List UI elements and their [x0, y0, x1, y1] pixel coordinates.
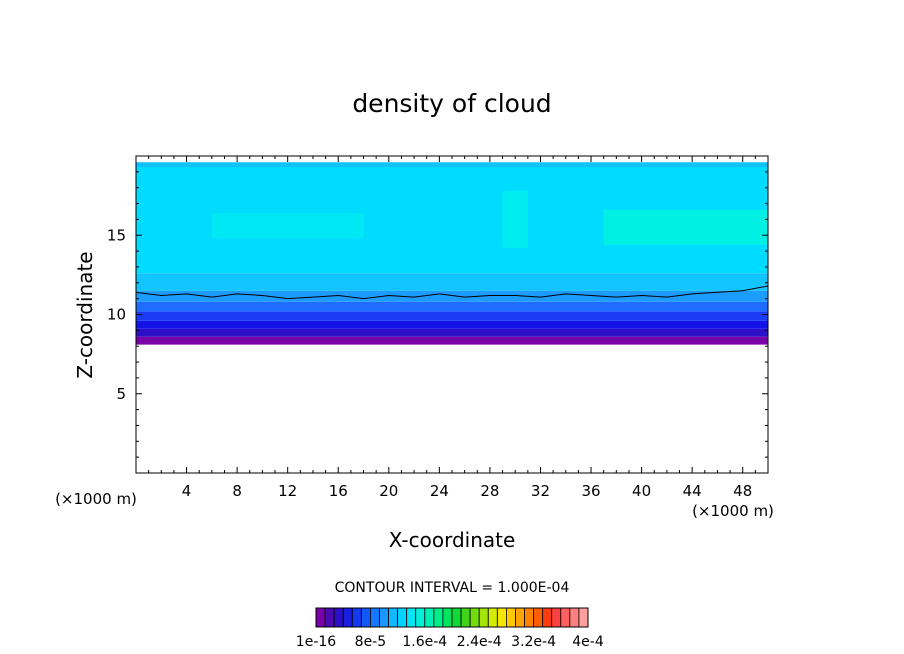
- x-unit-label-left: (×1000 m): [55, 490, 137, 508]
- colorbar-swatch: [333, 607, 344, 628]
- colorbar-frame: [315, 607, 589, 628]
- density-band-6: [136, 273, 768, 291]
- colorbar-swatch: [406, 607, 417, 628]
- x-tick-label: 40: [632, 482, 651, 500]
- y-tick-label: 15: [107, 226, 126, 244]
- x-tick-label: 8: [232, 482, 242, 500]
- colorbar-swatch: [524, 607, 534, 628]
- colorbar-tick-label: 1e-16: [296, 634, 336, 650]
- density-band-3: [136, 311, 768, 321]
- colorbar-swatch: [578, 607, 589, 628]
- x-tick-label: 44: [683, 482, 702, 500]
- density-field: [136, 162, 768, 345]
- x-tick-label: 20: [379, 482, 398, 500]
- colorbar-swatch: [369, 607, 380, 628]
- plot-area: [135, 155, 769, 474]
- colorbar-swatch: [560, 607, 571, 628]
- density-band-1: [136, 328, 768, 337]
- colorbar-swatch: [533, 607, 544, 628]
- density-band-4: [136, 301, 768, 312]
- x-tick-label: 32: [531, 482, 550, 500]
- chart-title: density of cloud: [352, 89, 551, 118]
- colorbar-swatch: [469, 607, 480, 628]
- x-tick-label: 4: [182, 482, 192, 500]
- x-tick-label: 36: [581, 482, 600, 500]
- colorbar-swatch: [496, 607, 507, 628]
- density-patch-1: [603, 209, 768, 245]
- x-tick-label: 16: [329, 482, 348, 500]
- x-unit-label-right: (×1000 m): [692, 502, 774, 520]
- x-axis-title: X-coordinate: [389, 528, 516, 552]
- colorbar-swatch: [505, 607, 516, 628]
- colorbar-swatch: [487, 607, 498, 628]
- x-tick-label: 48: [733, 482, 752, 500]
- colorbar-swatch: [342, 607, 353, 628]
- colorbar-swatch: [542, 607, 553, 628]
- y-tick-label: 10: [107, 306, 126, 324]
- density-patch-2: [211, 213, 364, 239]
- density-band-2: [136, 320, 768, 329]
- colorbar-swatch: [442, 607, 453, 628]
- contour-interval-label: CONTOUR INTERVAL = 1.000E-04: [335, 580, 570, 596]
- colorbar-swatch: [460, 607, 471, 628]
- y-axis-title: Z-coordinate: [73, 251, 97, 378]
- colorbar-swatch: [415, 607, 426, 628]
- colorbar-tick-label: 4e-4: [572, 634, 604, 650]
- colorbar-tick-label: 1.6e-4: [402, 634, 447, 650]
- colorbar-swatch: [515, 607, 525, 628]
- colorbar-swatch: [397, 607, 408, 628]
- colorbar-swatch: [315, 607, 326, 628]
- colorbar-swatch: [569, 607, 580, 628]
- density-patch-3: [136, 162, 768, 168]
- colorbar-swatch: [360, 607, 371, 628]
- contour-line: [136, 285, 768, 300]
- x-tick-label: 28: [480, 482, 499, 500]
- x-tick-label: 12: [278, 482, 297, 500]
- colorbar-tick-label: 3.2e-4: [511, 634, 556, 650]
- colorbar-swatch: [379, 607, 389, 628]
- density-patch-0: [502, 190, 528, 248]
- colorbar: 1e-16 8e-5 1.6e-4 2.4e-4 3.2e-4 4e-4: [296, 607, 604, 650]
- colorbar-swatch: [451, 607, 462, 628]
- x-tick-label: 24: [430, 482, 449, 500]
- colorbar-tick-label: 2.4e-4: [457, 634, 502, 650]
- colorbar-swatch: [388, 607, 398, 628]
- colorbar-swatch: [424, 607, 435, 628]
- colorbar-swatch: [433, 607, 444, 628]
- density-band-5: [136, 290, 768, 302]
- y-tick-label: 5: [116, 385, 126, 403]
- density-band-0: [136, 336, 768, 345]
- colorbar-swatch: [351, 607, 362, 628]
- colorbar-tick-label: 8e-5: [355, 634, 386, 650]
- colorbar-swatch: [551, 607, 562, 628]
- colorbar-swatch: [478, 607, 489, 628]
- colorbar-swatch: [324, 607, 335, 628]
